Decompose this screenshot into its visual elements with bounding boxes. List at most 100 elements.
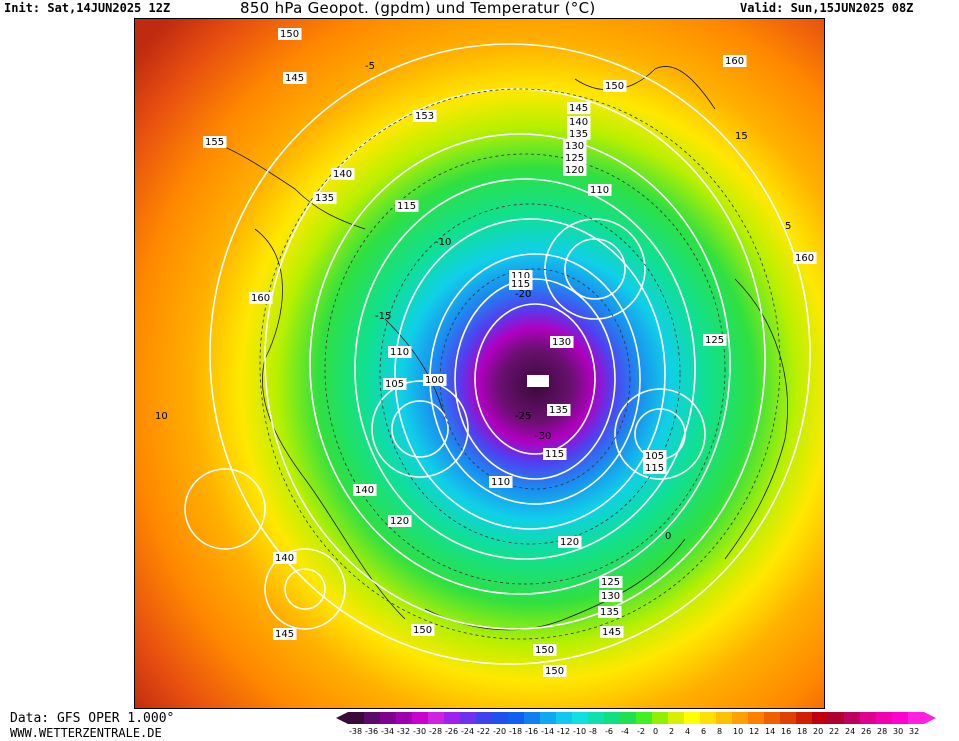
temperature-label: -5: [365, 61, 375, 72]
contour-label: 100: [425, 375, 444, 386]
temperature-label: -15: [375, 311, 391, 322]
colorbar-tick-label: 0: [653, 727, 658, 736]
colorbar-swatch: [668, 712, 684, 724]
colorbar-swatch: [524, 712, 540, 724]
colorbar-swatch: [828, 712, 844, 724]
contour-label: 130: [565, 141, 584, 152]
colorbar-tick-label: 8: [717, 727, 722, 736]
data-source-label: Data: GFS OPER 1.000°: [10, 711, 175, 726]
contour-label-bg: [273, 552, 297, 564]
contour-label-bg: [331, 168, 355, 180]
contour-label-bg: [723, 55, 747, 67]
contour-label-bg: [395, 200, 419, 212]
colorbar-swatch: [732, 712, 748, 724]
contour-label: 105: [645, 451, 664, 462]
colorbar-tick-label: -12: [557, 727, 570, 736]
contour-label: 125: [601, 577, 620, 588]
contour-label: 105: [385, 379, 404, 390]
contour-label-bg: [543, 665, 567, 677]
colorbar-swatch: [396, 712, 412, 724]
contour-label: 160: [795, 253, 814, 264]
contour-label-bg: [567, 128, 591, 140]
colorbar-swatch: [860, 712, 876, 724]
temperature-field: [135, 19, 824, 708]
contour-label-bg: [599, 590, 623, 602]
contour-label: 153: [415, 111, 434, 122]
colorbar-tick-label: -10: [573, 727, 586, 736]
weather-map: 1501451551401351531501451401351301251201…: [135, 19, 824, 708]
colorbar-tick-label: -28: [429, 727, 442, 736]
colorbar-tick-label: 4: [685, 727, 690, 736]
contour-label: 120: [390, 516, 409, 527]
colorbar-swatch: [588, 712, 604, 724]
contour-label: 115: [397, 201, 416, 212]
colorbar-tick-label: 18: [797, 727, 807, 736]
colorbar-tick-label: -30: [413, 727, 426, 736]
contour-label: 130: [601, 591, 620, 602]
colorbar-tick-label: -34: [381, 727, 394, 736]
colorbar-swatch: [348, 712, 364, 724]
contour-label: 150: [545, 666, 564, 677]
contour-label: 160: [725, 56, 744, 67]
colorbar-arrow-right: [924, 712, 936, 724]
contour-label-bg: [600, 626, 624, 638]
map-title: 850 hPa Geopot. (gpdm) und Temperatur (°…: [240, 0, 596, 17]
colorbar-tick-label: 22: [829, 727, 839, 736]
colorbar-swatch: [748, 712, 764, 724]
contour-label: 110: [511, 271, 530, 282]
colorbar-tick-label: 20: [813, 727, 823, 736]
colorbar-tick-label: 30: [893, 727, 903, 736]
contour-label-bg: [567, 102, 591, 114]
contour-label: 140: [333, 169, 352, 180]
colorbar-swatch: [508, 712, 524, 724]
colorbar-tick-label: 32: [909, 727, 919, 736]
contour-label: 115: [645, 463, 664, 474]
contour-label-bg: [313, 192, 337, 204]
contour-label-bg: [203, 136, 227, 148]
contour-label: 140: [355, 485, 374, 496]
colorbar-swatch: [428, 712, 444, 724]
contour-label-bg: [547, 404, 571, 416]
temperature-label: -25: [515, 411, 531, 422]
colorbar-swatch: [540, 712, 556, 724]
contour-label-bg: [413, 110, 437, 122]
colorbar-swatch: [476, 712, 492, 724]
colorbar-swatch: [412, 712, 428, 724]
contour-label-bg: [278, 28, 302, 40]
contour-label: 115: [511, 279, 530, 290]
contour-labels: 1501451551401351531501451401351301251201…: [203, 28, 817, 677]
colorbar-swatch: [460, 712, 476, 724]
contour-label: 140: [275, 553, 294, 564]
colorbar-swatch: [364, 712, 380, 724]
colorbar-tick-label: -8: [589, 727, 597, 736]
contour-label: 155: [205, 137, 224, 148]
colorbar-tick-label: 2: [669, 727, 674, 736]
contour-label-bg: [388, 346, 412, 358]
colorbar-tick-label: -22: [477, 727, 490, 736]
contour-label: 150: [605, 81, 624, 92]
contour-label-bg: [599, 576, 623, 588]
contour-label: 115: [545, 449, 564, 460]
colorbar-swatch: [892, 712, 908, 724]
contour-label-bg: [489, 476, 513, 488]
colorbar-tick-label: -14: [541, 727, 554, 736]
contour-label-bg: [563, 152, 587, 164]
colorbar-tick-label: 28: [877, 727, 887, 736]
contour-label: 150: [413, 625, 432, 636]
colorbar-swatch: [796, 712, 812, 724]
contour-label: 135: [549, 405, 568, 416]
contour-label: 150: [280, 29, 299, 40]
temperature-label: -30: [535, 431, 551, 442]
contour-label: 145: [569, 103, 588, 114]
colorbar-tick-label: -38: [349, 727, 362, 736]
contour-label-bg: [598, 606, 622, 618]
contour-label-bg: [567, 116, 591, 128]
contour-label-bg: [509, 278, 533, 290]
contour-label-bg: [558, 536, 582, 548]
contour-label-bg: [283, 72, 307, 84]
contour-label-bg: [388, 515, 412, 527]
contour-label-bg: [603, 80, 627, 92]
weather-map-panel: 150 145 155 140 135 153 150 145 140 135 130 125 120 1…: [134, 18, 825, 709]
colorbar-swatch: [700, 712, 716, 724]
contour-label-bg: [550, 336, 574, 348]
